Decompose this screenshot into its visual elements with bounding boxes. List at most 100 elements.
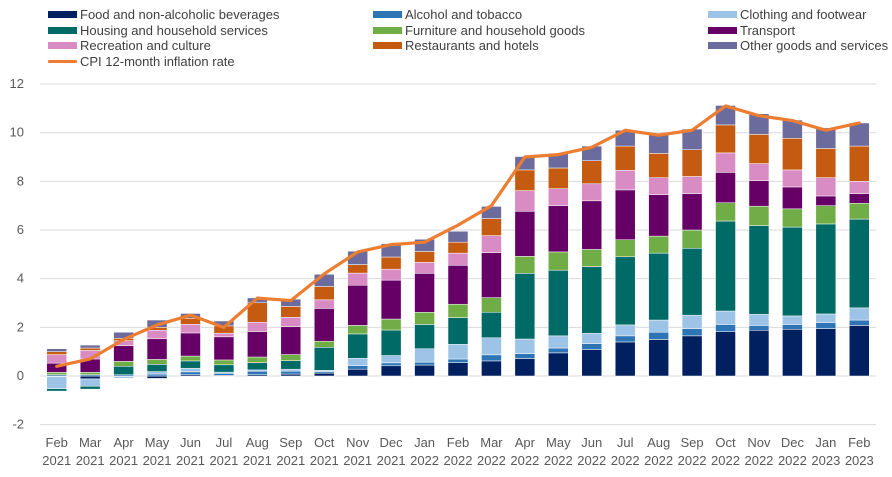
bar-stack <box>815 127 837 377</box>
bar-segment-clothing-and-footwear <box>648 319 669 333</box>
legend-item: Furniture and household goods <box>373 23 585 38</box>
bar-segment-clothing-and-footwear <box>46 376 67 389</box>
x-tick-year: 2023 <box>811 453 840 468</box>
bar-segment-recreation-and-culture <box>815 177 837 197</box>
bar-segment-recreation-and-culture <box>748 163 770 181</box>
x-tick-year: 2021 <box>310 453 339 468</box>
x-tick-month: Feb <box>46 435 68 450</box>
x-tick-year: 2021 <box>109 453 138 468</box>
x-tick-year: 2023 <box>845 453 874 468</box>
x-tick-month: Aug <box>246 435 269 450</box>
bar-segment-clothing-and-footwear <box>782 315 803 325</box>
bar-segment-alcohol-and-tobacco <box>815 322 837 329</box>
bar-segment-other-goods-and-services <box>46 348 67 352</box>
x-tick-month: Jul <box>617 435 634 450</box>
x-tick-year: 2022 <box>544 453 573 468</box>
bar-segment-alcohol-and-tobacco <box>347 365 368 370</box>
legend-item: Recreation and culture <box>48 38 211 53</box>
bar-segment-alcohol-and-tobacco <box>481 354 502 362</box>
bar-segment-transport <box>180 332 201 357</box>
bar-segment-food-and-non-alcoholic-beverages <box>447 362 469 377</box>
x-tick-year: 2021 <box>343 453 372 468</box>
bar-stack <box>79 344 101 390</box>
bar-segment-housing-and-household-services <box>213 364 235 373</box>
bar-segment-housing-and-household-services <box>79 385 101 390</box>
bar-segment-housing-and-household-services <box>313 347 335 371</box>
bar-segment-recreation-and-culture <box>380 268 402 281</box>
x-tick-month: Aug <box>647 435 670 450</box>
bar-segment-recreation-and-culture <box>247 321 268 332</box>
bar-segment-housing-and-household-services <box>280 360 302 370</box>
bar-segment-recreation-and-culture <box>414 262 435 274</box>
bar-segment-furniture-and-household-goods <box>849 203 870 220</box>
bar-stack <box>514 156 536 377</box>
bar-segment-alcohol-and-tobacco <box>146 373 168 377</box>
bar-segment-recreation-and-culture <box>548 188 569 206</box>
x-tick-year: 2022 <box>410 453 439 468</box>
bar-segment-clothing-and-footwear <box>447 344 469 360</box>
x-tick-year: 2021 <box>76 453 105 468</box>
bar-segment-furniture-and-household-goods <box>648 235 669 254</box>
bar-stack <box>782 119 803 377</box>
bar-segment-restaurants-and-hotels <box>748 134 770 164</box>
bar-segment-alcohol-and-tobacco <box>849 319 870 326</box>
bar-stack <box>681 128 703 377</box>
bar-segment-clothing-and-footwear <box>79 378 101 387</box>
x-tick-month: May <box>546 435 571 450</box>
bar-segment-restaurants-and-hotels <box>380 256 402 270</box>
bar-segment-clothing-and-footwear <box>347 357 368 366</box>
x-tick-month: Jan <box>414 435 435 450</box>
legend-label: Restaurants and hotels <box>405 38 539 53</box>
bar-stack <box>313 274 335 377</box>
bar-segment-housing-and-household-services <box>380 329 402 356</box>
bar-segment-other-goods-and-services <box>815 127 837 149</box>
bar-segment-recreation-and-culture <box>180 324 201 334</box>
bar-segment-housing-and-household-services <box>481 312 502 339</box>
bar-segment-recreation-and-culture <box>782 169 803 188</box>
legend-item: Clothing and footwear <box>708 7 866 22</box>
bar-segment-transport <box>648 194 669 237</box>
bar-segment-restaurants-and-hotels <box>681 149 703 177</box>
bar-stack <box>414 239 435 377</box>
bar-segment-clothing-and-footwear <box>280 368 302 372</box>
bar-segment-housing-and-household-services <box>849 218 870 309</box>
bar-segment-housing-and-household-services <box>247 362 268 371</box>
bar-stack <box>481 206 502 377</box>
bar-segment-clothing-and-footwear <box>146 371 168 375</box>
x-tick-month: Dec <box>781 435 805 450</box>
legend-label: Food and non-alcoholic beverages <box>80 7 280 22</box>
legend-color-swatch <box>48 26 77 34</box>
legend-color-swatch <box>708 26 737 34</box>
bar-segment-alcohol-and-tobacco <box>715 324 736 332</box>
x-tick-month: Jul <box>216 435 233 450</box>
x-tick-year: 2022 <box>644 453 673 468</box>
bar-segment-transport <box>614 189 636 241</box>
bar-segment-furniture-and-household-goods <box>347 325 368 335</box>
bar-stack <box>614 130 636 377</box>
bar-segment-other-goods-and-services <box>748 113 770 135</box>
x-tick-year: 2022 <box>744 453 773 468</box>
bar-segment-alcohol-and-tobacco <box>180 371 201 376</box>
bar-segment-furniture-and-household-goods <box>715 202 736 222</box>
y-tick-label: 12 <box>10 76 24 91</box>
x-tick-year: 2022 <box>577 453 606 468</box>
x-tick-month: Feb <box>848 435 870 450</box>
bar-segment-clothing-and-footwear <box>414 348 435 363</box>
bar-segment-furniture-and-household-goods <box>46 372 67 376</box>
x-tick-month: Nov <box>747 435 771 450</box>
bar-segment-restaurants-and-hotels <box>481 218 502 236</box>
bar-segment-food-and-non-alcoholic-beverages <box>146 375 168 379</box>
bar-segment-recreation-and-culture <box>313 299 335 309</box>
bar-segment-furniture-and-household-goods <box>681 229 703 249</box>
y-tick-label: 4 <box>17 271 24 286</box>
x-tick-month: Oct <box>715 435 736 450</box>
bar-segment-furniture-and-household-goods <box>113 361 134 367</box>
bar-segment-food-and-non-alcoholic-beverages <box>347 368 368 377</box>
bar-stack <box>715 105 736 377</box>
x-tick-month: Sep <box>681 435 704 450</box>
bar-segment-alcohol-and-tobacco <box>414 361 435 366</box>
bar-segment-housing-and-household-services <box>146 364 168 372</box>
legend-color-swatch <box>708 42 737 49</box>
bar-segment-clothing-and-footwear <box>681 314 703 329</box>
